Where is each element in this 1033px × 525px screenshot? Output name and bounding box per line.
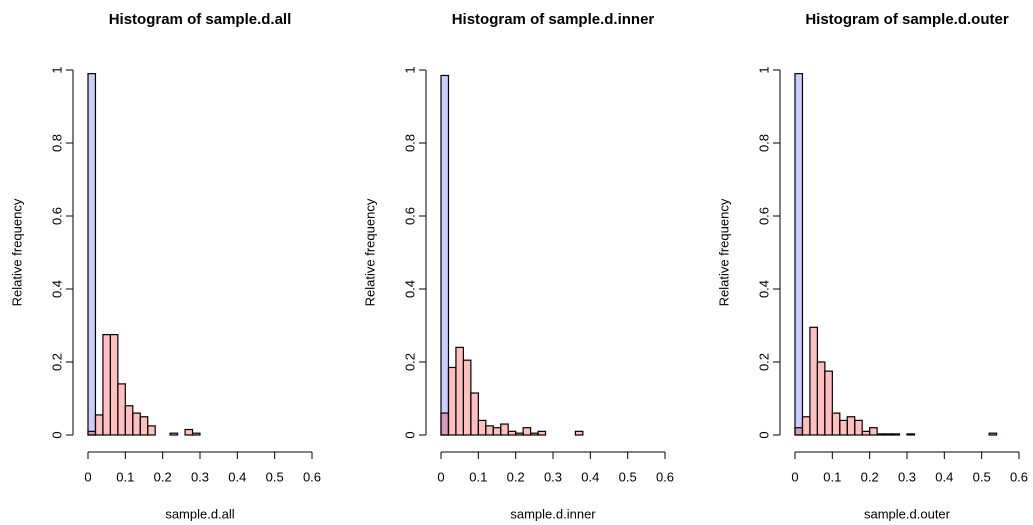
chart-title: Histogram of sample.d.outer bbox=[805, 11, 1009, 28]
bar bbox=[485, 425, 494, 436]
y-tick-label: 1 bbox=[402, 66, 417, 73]
bar bbox=[522, 427, 532, 436]
bar bbox=[794, 427, 804, 436]
y-tick-label: 0.6 bbox=[49, 207, 64, 225]
y-tick-label: 0.4 bbox=[756, 280, 771, 298]
bar bbox=[440, 74, 450, 436]
bar bbox=[139, 416, 149, 436]
bar bbox=[462, 359, 472, 436]
bar bbox=[477, 419, 487, 436]
y-tick-label: 0.8 bbox=[49, 134, 64, 152]
x-tick-label: 0.6 bbox=[656, 469, 674, 484]
bar bbox=[492, 427, 502, 436]
x-tick-label: 0.5 bbox=[619, 469, 637, 484]
bar bbox=[794, 73, 804, 436]
bar bbox=[87, 430, 97, 436]
y-axis-label: Relative frequency bbox=[9, 198, 24, 306]
bar bbox=[94, 414, 104, 436]
bar bbox=[447, 366, 457, 436]
x-tick-label: 0.1 bbox=[116, 469, 134, 484]
bar bbox=[147, 425, 156, 436]
bar bbox=[537, 430, 547, 436]
y-tick-label: 0.2 bbox=[402, 353, 417, 371]
bar bbox=[816, 361, 826, 436]
y-tick-label: 0 bbox=[756, 431, 771, 438]
x-tick-label: 0.1 bbox=[823, 469, 841, 484]
bar bbox=[854, 419, 863, 436]
x-tick-label: 0.2 bbox=[507, 469, 525, 484]
y-tick-label: 0.4 bbox=[402, 280, 417, 298]
chart-title: Histogram of sample.d.inner bbox=[452, 11, 655, 28]
x-axis-label: sample.d.outer bbox=[864, 506, 951, 521]
x-tick-label: 0.6 bbox=[1010, 469, 1028, 484]
bar bbox=[117, 383, 126, 436]
bar bbox=[839, 419, 848, 436]
x-tick-label: 0.2 bbox=[154, 469, 172, 484]
bar bbox=[87, 73, 97, 436]
bar bbox=[529, 432, 539, 436]
y-tick-label: 0.4 bbox=[49, 280, 64, 298]
y-tick-label: 0.2 bbox=[49, 353, 64, 371]
bar bbox=[515, 432, 524, 436]
y-tick-label: 1 bbox=[49, 66, 64, 73]
y-tick-label: 0.6 bbox=[756, 207, 771, 225]
bar bbox=[184, 428, 194, 436]
x-tick-label: 0 bbox=[84, 469, 91, 484]
y-axis-label: Relative frequency bbox=[716, 198, 731, 306]
y-tick-label: 0 bbox=[402, 431, 417, 438]
bar bbox=[988, 432, 998, 436]
chart-title: Histogram of sample.d.all bbox=[109, 11, 292, 28]
bar bbox=[124, 405, 134, 436]
bar bbox=[876, 433, 886, 436]
x-tick-label: 0.3 bbox=[544, 469, 562, 484]
bar bbox=[891, 433, 901, 436]
bar bbox=[809, 326, 819, 436]
x-tick-label: 0.6 bbox=[303, 469, 321, 484]
x-tick-label: 0.4 bbox=[935, 469, 953, 484]
bar bbox=[470, 392, 479, 436]
x-tick-label: 0.4 bbox=[228, 469, 246, 484]
bar bbox=[102, 334, 112, 436]
bar bbox=[574, 430, 584, 436]
bar bbox=[191, 432, 201, 436]
bar bbox=[507, 430, 517, 436]
y-tick-label: 0.6 bbox=[402, 207, 417, 225]
x-axis-label: sample.d.inner bbox=[510, 506, 596, 521]
x-axis-label: sample.d.all bbox=[165, 506, 234, 521]
y-tick-label: 0.8 bbox=[402, 134, 417, 152]
bar bbox=[906, 433, 916, 436]
bar bbox=[869, 427, 878, 436]
bar bbox=[132, 412, 141, 436]
x-tick-label: 0 bbox=[791, 469, 798, 484]
bar bbox=[169, 432, 179, 436]
bar bbox=[500, 423, 509, 436]
bar bbox=[861, 430, 871, 436]
x-tick-label: 0.3 bbox=[898, 469, 916, 484]
y-tick-label: 0.2 bbox=[756, 353, 771, 371]
bar bbox=[831, 412, 841, 436]
y-tick-label: 1 bbox=[756, 66, 771, 73]
y-tick-label: 0.8 bbox=[756, 134, 771, 152]
y-tick-label: 0 bbox=[49, 431, 64, 438]
x-tick-label: 0.3 bbox=[191, 469, 209, 484]
y-axis-label: Relative frequency bbox=[362, 198, 377, 306]
x-tick-label: 0.2 bbox=[861, 469, 879, 484]
x-tick-label: 0.5 bbox=[973, 469, 991, 484]
bar bbox=[846, 416, 856, 436]
bar bbox=[883, 433, 893, 436]
x-tick-label: 0.5 bbox=[266, 469, 284, 484]
bar bbox=[824, 370, 833, 436]
bar bbox=[801, 416, 811, 436]
bar bbox=[109, 334, 119, 436]
bar bbox=[440, 412, 450, 436]
bar bbox=[455, 346, 464, 436]
x-tick-label: 0 bbox=[437, 469, 444, 484]
x-tick-label: 0.1 bbox=[469, 469, 487, 484]
x-tick-label: 0.4 bbox=[581, 469, 599, 484]
